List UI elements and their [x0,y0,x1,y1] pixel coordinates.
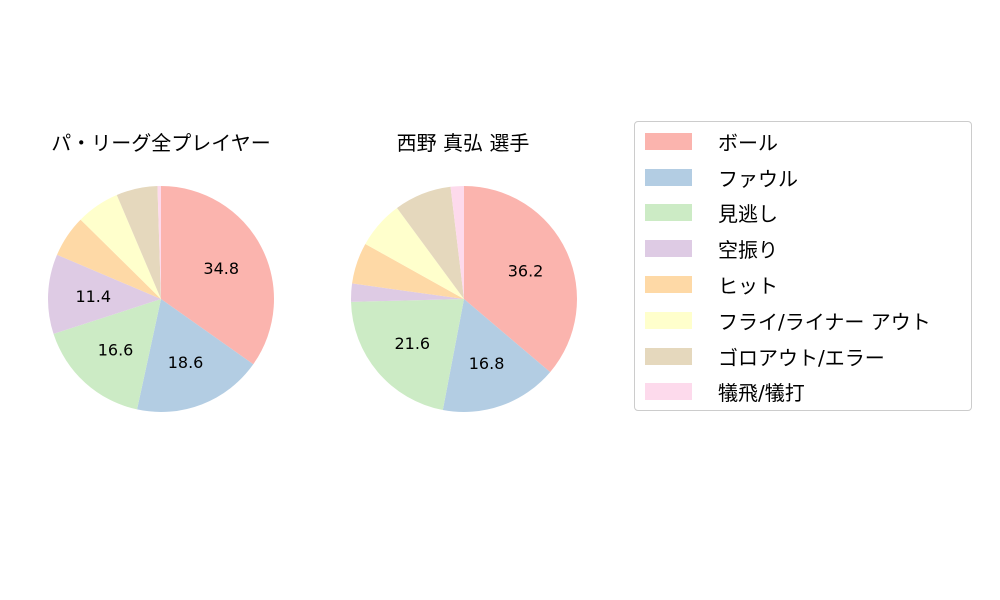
legend-swatch [645,132,692,150]
left-pie-chart: 34.8 18.6 16.6 11.4 [48,186,274,412]
legend-label: ファウル [718,166,798,191]
pie-slice [53,299,162,410]
legend-label: ボール [718,130,778,155]
legend-label: 空振り [718,237,778,262]
legend-label: 犠飛/犠打 [718,380,805,405]
slice-value-label: 36.2 [508,262,544,281]
slice-value-label: 11.4 [75,287,111,306]
slice-value-label: 16.6 [98,340,134,359]
legend-item-grounder-error: ゴロアウト/エラー [645,346,885,370]
legend-swatch [645,168,692,186]
legend-item-fly-liner-out: フライ/ライナー アウト [645,310,931,334]
pie-slice [352,243,464,299]
legend-swatch [645,239,692,257]
legend-swatch [645,382,692,400]
legend-label: ゴロアウト/エラー [718,345,885,370]
legend-swatch [645,311,692,329]
pie-slice [157,186,161,299]
slice-value-label: 34.8 [203,259,239,278]
right-chart-title: 西野 真弘 選手 [396,131,530,155]
legend-item-hit: ヒット [645,274,778,298]
legend-label: フライ/ライナー アウト [718,309,931,334]
legend-label: ヒット [718,273,778,298]
legend-swatch [645,347,692,365]
pie-slice [450,186,464,299]
pie-slice [442,299,551,412]
slice-value-label: 21.6 [394,334,430,353]
legend-label: 見逃し [718,201,778,226]
legend-item-ball: ボール [645,131,778,155]
pie-slice [116,186,161,299]
pie-slice [464,186,577,373]
pie-slice [57,219,161,299]
legend: ボール ファウル 見逃し 空振り ヒット フライ/ライナー アウト ゴロアウト/… [634,121,972,411]
pie-slice [397,186,464,299]
legend-swatch [645,203,692,221]
legend-item-sacrifice: 犠飛/犠打 [645,381,805,405]
left-chart-title: パ・リーグ全プレイヤー [51,131,271,155]
legend-swatch [645,275,692,293]
pie-slice [365,208,464,299]
pie-slice [351,299,464,410]
pie-slice [351,283,464,302]
legend-item-swinging-strike: 空振り [645,238,778,262]
pie-slice [80,195,161,299]
pie-slice [48,254,161,334]
right-pie-chart: 36.2 16.8 21.6 [351,186,577,412]
slice-value-label: 16.8 [469,354,505,373]
pie-slice [137,299,254,412]
legend-item-foul: ファウル [645,167,798,191]
slice-value-label: 18.6 [168,353,204,372]
legend-item-called-strike: 見逃し [645,202,778,226]
pie-slice [161,186,274,365]
